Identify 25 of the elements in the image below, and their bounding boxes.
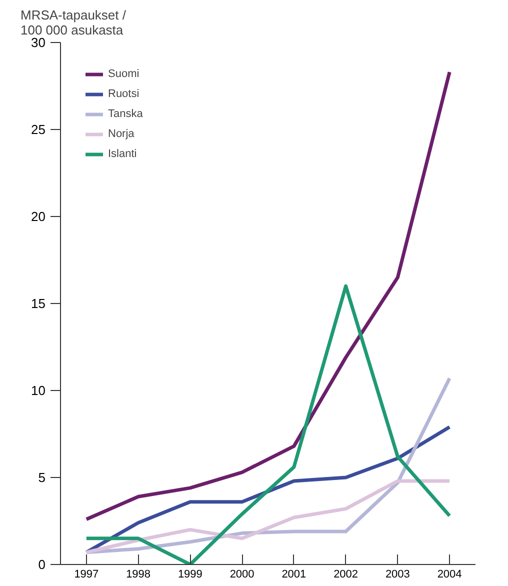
y-tick-label: 10 — [31, 383, 46, 398]
legend-label: Islanti — [108, 148, 137, 160]
y-tick-label: 20 — [31, 209, 46, 224]
legend-label: Suomi — [108, 68, 140, 80]
x-tick-label: 1999 — [178, 568, 202, 580]
y-tick-label: 25 — [31, 122, 46, 137]
x-tick-label: 1998 — [126, 568, 151, 580]
x-tick-label: 2002 — [334, 568, 358, 580]
line-series — [84, 70, 452, 522]
line-series — [84, 479, 452, 554]
y-tick-label: 30 — [31, 35, 46, 50]
x-tick-label: 2003 — [385, 568, 410, 580]
legend-label: Ruotsi — [108, 88, 140, 100]
line-series — [84, 425, 452, 554]
x-tick-label: 2004 — [437, 568, 462, 580]
legend-label: Tanska — [108, 108, 143, 120]
y-tick-label: 15 — [31, 296, 46, 311]
y-axis-title: MRSA-tapaukset / 100 000 asukasta — [20, 8, 126, 38]
x-tick-label: 2001 — [282, 568, 306, 580]
y-tick-label: 5 — [38, 470, 46, 485]
line-series — [84, 284, 452, 564]
x-tick-label: 1997 — [74, 568, 99, 580]
legend-label: Norja — [108, 128, 134, 140]
x-tick-label: 2000 — [230, 568, 254, 580]
y-tick-label: 0 — [38, 557, 46, 572]
